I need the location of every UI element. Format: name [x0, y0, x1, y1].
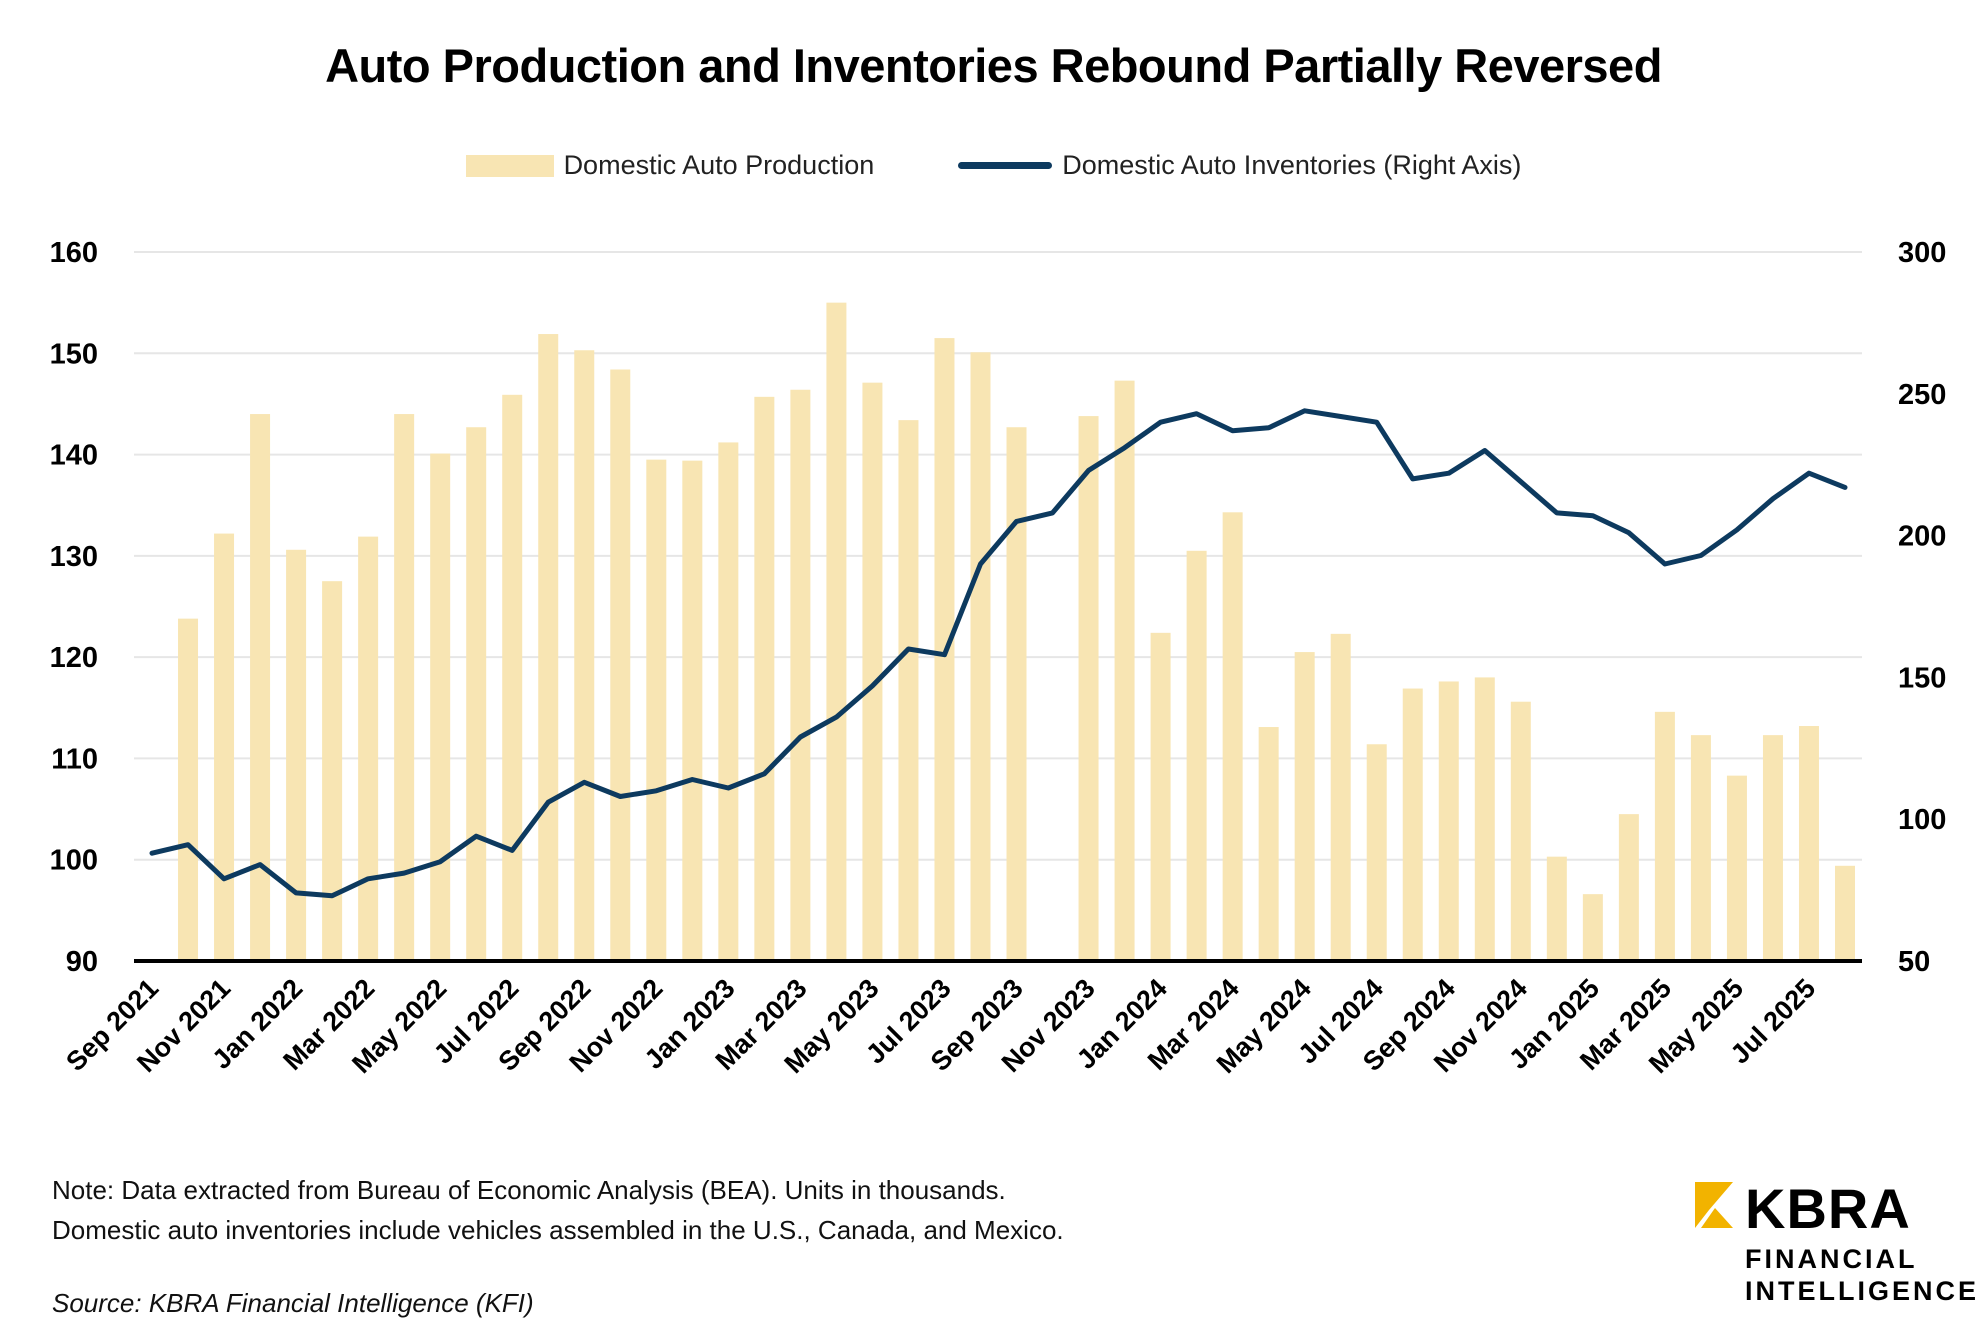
production-bar	[862, 382, 883, 961]
production-bar	[1006, 427, 1027, 962]
right-axis-ticks: 50 100 150 200 250 300	[1898, 237, 1946, 978]
legend-label-production: Domestic Auto Production	[563, 150, 875, 180]
right-axis-tick-label: 200	[1898, 521, 1946, 553]
production-bar	[1654, 711, 1675, 961]
production-bar	[1690, 735, 1711, 961]
production-bar	[214, 533, 235, 961]
logo-line-1: FINANCIAL	[1745, 1244, 1918, 1274]
production-bar	[646, 459, 667, 961]
production-bar	[790, 389, 811, 962]
gridlines	[134, 251, 1862, 861]
kbra-logo-icon	[1695, 1182, 1733, 1228]
chart-title: Auto Production and Inventories Rebound …	[325, 39, 1662, 92]
production-bar	[1150, 632, 1171, 961]
logo-wordmark: KBRA	[1745, 1177, 1911, 1240]
left-axis-tick-label: 130	[50, 541, 98, 573]
production-bar	[538, 334, 559, 961]
chart-legend: Domestic Auto Production Domestic Auto I…	[0, 150, 1987, 181]
production-bar	[430, 453, 451, 961]
production-bar	[1798, 726, 1819, 961]
production-bar	[1402, 688, 1423, 961]
production-bar	[970, 352, 991, 962]
production-bar	[1258, 727, 1279, 961]
right-axis-tick-label: 150	[1898, 662, 1946, 694]
legend-label-inventories: Domestic Auto Inventories (Right Axis)	[1062, 150, 1522, 180]
left-axis-tick-label: 150	[50, 338, 98, 370]
production-bar	[1438, 681, 1459, 961]
inventories-line	[149, 408, 1848, 899]
left-axis-ticks: 90 100 110 120 130 140 150 160	[50, 237, 98, 978]
legend-swatch-line	[958, 162, 1053, 169]
production-bar	[502, 394, 523, 961]
legend-item-production: Domestic Auto Production	[465, 150, 875, 181]
line-series	[149, 408, 1848, 899]
production-bar	[178, 618, 199, 961]
production-bar	[1762, 735, 1783, 961]
production-bar	[1474, 677, 1495, 961]
production-bar	[466, 427, 487, 962]
left-axis-tick-label: 120	[50, 642, 98, 674]
production-bar	[1294, 652, 1315, 961]
production-bar	[1546, 856, 1567, 961]
source-note: Source: KBRA Financial Intelligence (KFI…	[52, 1288, 534, 1318]
production-bar	[1330, 633, 1351, 961]
left-axis-tick-label: 90	[66, 946, 98, 978]
footnote-line-1: Note: Data extracted from Bureau of Econ…	[52, 1175, 1006, 1205]
left-axis-tick-label: 110	[51, 743, 98, 775]
production-bar	[610, 369, 631, 961]
production-bar	[394, 414, 415, 961]
legend-swatch-bar	[465, 154, 554, 177]
production-bar	[1078, 416, 1099, 961]
production-bar	[1726, 775, 1747, 961]
production-bar	[1618, 814, 1639, 961]
logo-line-2: INTELLIGENCE	[1745, 1276, 1980, 1306]
production-bar	[1582, 894, 1603, 961]
bar-series	[178, 302, 1855, 962]
production-bar	[322, 581, 343, 961]
production-bar	[682, 460, 703, 961]
legend-item-inventories: Domestic Auto Inventories (Right Axis)	[958, 150, 1521, 181]
right-axis-tick-label: 250	[1898, 379, 1946, 411]
right-axis-tick-label: 100	[1898, 804, 1946, 836]
footnote: Note: Data extracted from Bureau of Econ…	[52, 1170, 1064, 1250]
production-bar	[574, 350, 595, 961]
production-bar	[1186, 550, 1207, 961]
production-bar	[286, 549, 307, 961]
chart-area: 90 100 110 120 130 140 150 160 50 100 150 200 250 30…	[50, 237, 1947, 1079]
production-bar	[358, 536, 379, 961]
footnote-line-2: Domestic auto inventories include vehicl…	[52, 1215, 1064, 1245]
left-axis-tick-label: 160	[50, 237, 98, 269]
production-bar	[1510, 701, 1531, 961]
left-axis-tick-label: 100	[50, 845, 98, 877]
production-bar	[1114, 380, 1135, 962]
production-bar	[1222, 512, 1243, 961]
kbra-logo: KBRA FINANCIAL INTELLIGENCE	[1695, 1177, 1985, 1320]
production-bar	[826, 302, 847, 962]
right-axis-tick-label: 50	[1898, 946, 1930, 978]
production-bar	[1366, 744, 1387, 961]
right-axis-tick-label: 300	[1898, 237, 1946, 269]
production-bar	[754, 396, 775, 961]
production-bar	[898, 420, 919, 961]
production-bar	[250, 414, 271, 961]
production-bar	[718, 442, 739, 962]
left-axis-tick-label: 140	[50, 440, 98, 472]
production-bar	[1835, 865, 1855, 961]
